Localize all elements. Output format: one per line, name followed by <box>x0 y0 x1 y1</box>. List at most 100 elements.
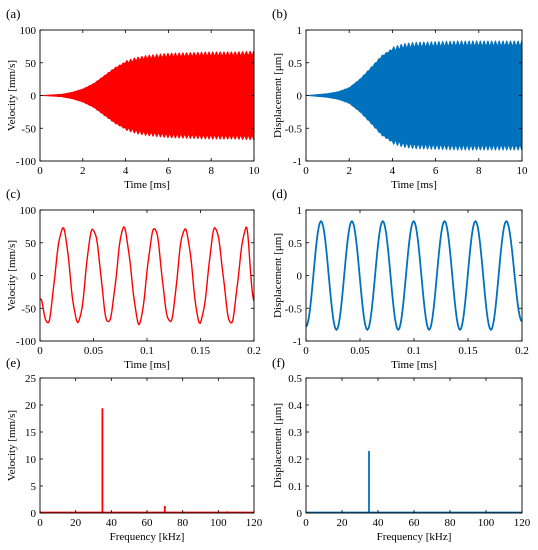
x-tick-label: 10 <box>517 165 529 177</box>
y-tick-label: 1 <box>297 205 303 217</box>
y-tick-label: 100 <box>20 205 37 217</box>
y-tick-label: 0.2 <box>288 454 302 466</box>
y-tick-label: 0.5 <box>288 373 302 385</box>
y-tick-label: 0.1 <box>288 481 302 493</box>
y-tick-label: 5 <box>31 481 37 493</box>
y-tick-label: 0.5 <box>288 58 302 70</box>
y-tick-label: 0 <box>31 271 37 283</box>
data-f <box>306 450 522 514</box>
x-tick-label: 6 <box>166 165 172 177</box>
x-axis-label: Frequency [kHz] <box>110 531 185 543</box>
y-tick-label: 0.3 <box>288 427 302 439</box>
x-tick-label: 2 <box>346 165 352 177</box>
series-line-c <box>39 226 255 326</box>
y-tick-label: 0 <box>31 91 37 103</box>
x-tick-label: 0 <box>303 165 309 177</box>
x-tick-label: 6 <box>433 165 439 177</box>
x-tick-label: 0 <box>37 517 43 529</box>
panel-label: (d) <box>272 186 287 201</box>
y-tick-label: -100 <box>16 336 37 348</box>
x-tick-label: 0.2 <box>515 345 529 357</box>
x-tick-label: 40 <box>106 517 118 529</box>
y-tick-label: 50 <box>25 58 37 70</box>
y-tick-label: 10 <box>25 454 37 466</box>
x-tick-label: 4 <box>123 165 129 177</box>
y-tick-label: 1 <box>297 25 303 37</box>
y-tick-label: -0.5 <box>285 123 303 135</box>
x-tick-label: 60 <box>409 517 421 529</box>
x-tick-label: 100 <box>478 517 495 529</box>
y-tick-label: 100 <box>20 25 37 37</box>
y-tick-label: 0 <box>297 508 303 520</box>
panel-e: 0 20 40 60 80 100 120 0 5 10 15 20 25 Frequency [kHz]… <box>6 355 263 543</box>
x-tick-label: 0 <box>303 517 309 529</box>
x-tick-label: 0.1 <box>140 345 154 357</box>
y-tick-label: 0 <box>297 271 303 283</box>
x-tick-label: 0.1 <box>407 345 421 357</box>
x-tick-label: 20 <box>337 517 349 529</box>
x-tick-label: 20 <box>70 517 82 529</box>
y-tick-label: -100 <box>16 156 37 168</box>
y-tick-label: -1 <box>293 336 302 348</box>
x-tick-label: 0.05 <box>84 345 104 357</box>
x-tick-label: 0.15 <box>458 345 478 357</box>
x-tick-label: 0.15 <box>191 345 211 357</box>
x-axis-label: Frequency [kHz] <box>377 531 452 543</box>
data-d <box>305 220 523 331</box>
data-c <box>39 226 255 326</box>
series-envelope-a <box>39 50 255 141</box>
axes-box-f <box>305 377 523 514</box>
panel-c: 0 0.05 0.1 0.15 0.2 -100 -50 0 50 100 Time [ms] Vel… <box>6 186 261 371</box>
y-tick-label: -50 <box>21 123 36 135</box>
panel-d: 0 0.05 0.1 0.15 0.2 -1 -0.5 0 0.5 1 Time [ms] Displ… <box>272 186 529 371</box>
panel-b: 0 2 4 6 8 10 -1 -0.5 0 0.5 1 Time [ms] Displacement … <box>272 6 528 191</box>
x-axis-label: Time [ms] <box>124 359 170 371</box>
y-tick-label: 0 <box>31 508 37 520</box>
y-tick-label: 25 <box>25 373 37 385</box>
x-tick-label: 120 <box>246 517 263 529</box>
x-tick-label: 0.05 <box>350 345 370 357</box>
x-axis-label: Time [ms] <box>391 359 437 371</box>
y-axis-label: Displacement [μm] <box>272 403 284 488</box>
x-tick-label: 4 <box>390 165 396 177</box>
x-tick-label: 0 <box>37 165 43 177</box>
panel-label: (b) <box>272 6 287 21</box>
y-axis-label: Displacement [μm] <box>272 233 284 318</box>
x-tick-label: 8 <box>476 165 482 177</box>
y-tick-label: -0.5 <box>285 303 303 315</box>
panel-label: (e) <box>6 355 20 370</box>
x-axis-label: Time [ms] <box>124 179 170 191</box>
data-e <box>40 408 254 514</box>
x-tick-label: 0 <box>37 345 43 357</box>
x-tick-label: 0.2 <box>247 345 261 357</box>
y-tick-label: -50 <box>21 303 36 315</box>
panel-label: (c) <box>6 186 20 201</box>
y-axis-label: Velocity [mm/s] <box>6 240 18 311</box>
y-tick-label: 0.4 <box>288 400 302 412</box>
data-a <box>39 50 255 141</box>
panel-label: (a) <box>6 6 20 21</box>
y-tick-label: 20 <box>25 400 37 412</box>
y-tick-label: 50 <box>25 238 37 250</box>
panel-f: 0 20 40 60 80 100 120 0 0.1 0.2 0.3 0.4 0.5 Frequency… <box>272 355 531 543</box>
x-tick-label: 40 <box>373 517 385 529</box>
x-axis-label: Time [ms] <box>391 179 437 191</box>
x-tick-label: 60 <box>142 517 154 529</box>
y-tick-label: 0.5 <box>288 238 302 250</box>
data-b <box>305 40 523 151</box>
y-tick-label: -1 <box>293 156 302 168</box>
y-axis-label: Displacement [μm] <box>272 53 284 138</box>
axes-box-e <box>39 377 255 514</box>
x-tick-label: 2 <box>80 165 86 177</box>
x-tick-label: 100 <box>210 517 227 529</box>
panel-label: (f) <box>272 355 285 370</box>
series-line-d <box>305 220 523 331</box>
x-tick-label: 80 <box>177 517 189 529</box>
y-tick-label: 15 <box>25 427 37 439</box>
x-tick-label: 80 <box>445 517 457 529</box>
panel-a: 0 2 4 6 8 10 -100 -50 0 50 100 Time [ms] Velocity [m… <box>6 6 260 191</box>
y-axis-label: Velocity [mm/s] <box>6 410 18 481</box>
x-tick-label: 8 <box>208 165 214 177</box>
x-tick-label: 0 <box>303 345 309 357</box>
